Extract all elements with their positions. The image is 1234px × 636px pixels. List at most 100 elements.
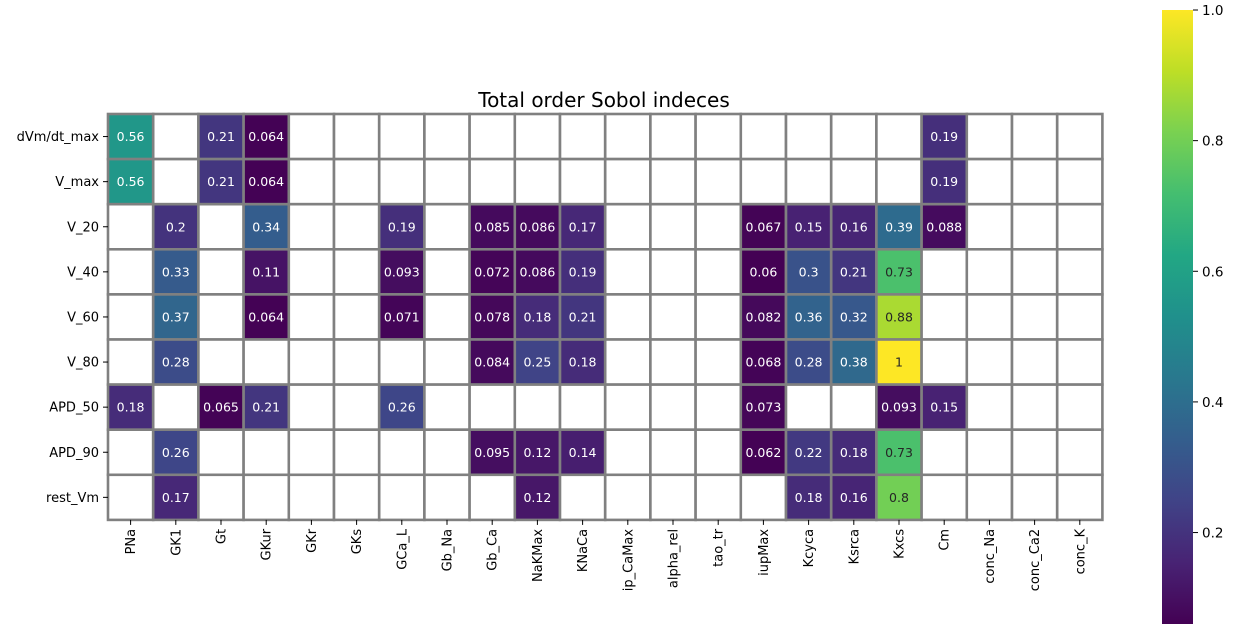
cell-value-v-60-kxcs: 0.88 xyxy=(885,309,913,324)
heatmap-cell-v-max-iupmax xyxy=(739,157,788,206)
heatmap-cell-dvm-dt-max-gca-l xyxy=(377,112,426,161)
column-label-ksrca: Ksrca xyxy=(847,529,862,564)
heatmap-cell-v-80-gkr xyxy=(287,338,336,386)
heatmap-cell-v-20-alpha-rel xyxy=(649,202,697,251)
heatmap-cell-v-20-gkur xyxy=(242,202,291,251)
heatmap-cell-apd-50-nakmax xyxy=(513,383,562,432)
cell-value-v-20-gkur: 0.34 xyxy=(252,219,280,234)
row-label-v-max: V_max xyxy=(55,175,99,190)
column-label-kcyca: Kcyca xyxy=(802,529,817,567)
cell-value-apd-50-gt: 0.065 xyxy=(203,400,239,415)
heatmap-cell-apd-50-conc-ca2 xyxy=(1010,383,1059,432)
cell-value-v-80-ksrca: 0.38 xyxy=(840,355,868,370)
heatmap-cell-v-20-ksrca xyxy=(829,202,878,251)
heatmap-cell-v-80-pna xyxy=(106,338,155,386)
row-label-rest-vm: rest_Vm xyxy=(46,491,99,506)
heatmap-cell-v-20-gb-na xyxy=(423,202,471,251)
heatmap-cell-v-max-kcyca xyxy=(784,157,833,206)
column-label-gks: GKs xyxy=(350,529,365,555)
column-label-alpha-rel: alpha_rel xyxy=(667,529,682,588)
heatmap-cell-dvm-dt-max-nakmax xyxy=(513,112,562,161)
heatmap-cell-v-40-gkr xyxy=(287,248,336,296)
heatmap-cell-dvm-dt-max-ksrca xyxy=(829,112,878,161)
cell-value-rest-vm-kxcs: 0.8 xyxy=(889,490,909,505)
heatmap-cell-v-40-gk1 xyxy=(151,248,200,296)
heatmap-cell-dvm-dt-max-conc-k xyxy=(1055,112,1104,161)
cell-value-v-80-kxcs: 1 xyxy=(895,355,903,370)
heatmap-cell-v-60-gks xyxy=(332,293,381,341)
cell-value-v-max-cm: 0.19 xyxy=(930,174,958,189)
colorbar-tick-label: 0.8 xyxy=(1202,134,1223,150)
heatmap-cell-v-20-cm xyxy=(920,202,969,251)
cell-value-v-20-kxcs: 0.39 xyxy=(885,219,913,234)
heatmap-cell-rest-vm-pna xyxy=(106,473,155,522)
heatmap-cell-apd-50-gb-ca xyxy=(468,383,517,432)
cell-value-apd-90-kxcs: 0.73 xyxy=(885,445,913,460)
heatmap-cell-rest-vm-gca-l xyxy=(377,473,426,522)
colorbar-tick-label: 0.6 xyxy=(1202,264,1223,280)
cell-value-v-max-gt: 0.21 xyxy=(207,174,235,189)
cell-value-apd-90-gk1: 0.26 xyxy=(162,445,190,460)
heatmap-cell-apd-90-gt xyxy=(197,428,245,477)
cell-value-v-80-iupmax: 0.068 xyxy=(746,355,782,370)
heatmap-cell-v-max-ksrca xyxy=(829,157,878,206)
heatmap-cell-apd-90-gkr xyxy=(287,428,336,477)
heatmap-cell-v-60-gkr xyxy=(287,293,336,341)
heatmap-cell-v-80-tao-tr xyxy=(694,338,743,386)
heatmap-cell-dvm-dt-max-conc-na xyxy=(965,112,1014,161)
heatmap-cell-v-60-gt xyxy=(197,293,245,341)
heatmap-cell-v-20-gkr xyxy=(287,202,336,251)
column-labels: PNa GK1 Gt GKur GKr GKs GCa_L Gb_Na Gb_Ca NaKMax K… xyxy=(124,519,1088,591)
heatmap-cell-v-20-conc-ca2 xyxy=(1010,202,1059,251)
cell-value-v-20-iupmax: 0.067 xyxy=(746,219,782,234)
heatmap-cell-v-80-cm xyxy=(920,338,969,386)
column-label-gt: Gt xyxy=(215,529,230,544)
cell-value-rest-vm-kcyca: 0.18 xyxy=(795,490,823,505)
chart-title: Total order Sobol indeces xyxy=(477,88,729,112)
heatmap-cell-dvm-dt-max-gkr xyxy=(287,112,336,161)
heatmap-cell-apd-50-cm xyxy=(920,383,969,432)
row-labels: dVm/dt_max V_max V_20 V_40 V_60 V_80 APD_50 APD… xyxy=(17,130,108,506)
cell-value-rest-vm-gk1: 0.17 xyxy=(162,490,190,505)
colorbar-ticks: 0.2 0.4 0.6 0.8 1.0 xyxy=(1193,3,1223,542)
cell-value-dvm-dt-max-cm: 0.19 xyxy=(930,129,958,144)
heatmap-cell-rest-vm-alpha-rel xyxy=(649,473,697,522)
cell-value-apd-50-iupmax: 0.073 xyxy=(746,400,782,415)
cell-value-apd-50-gkur: 0.21 xyxy=(252,400,280,415)
cell-value-apd-90-gb-ca: 0.095 xyxy=(474,445,510,460)
heatmap-cell-apd-50-gkur xyxy=(242,383,291,432)
heatmap-cell-dvm-dt-max-conc-ca2 xyxy=(1010,112,1059,161)
heatmap-cell-apd-50-conc-k xyxy=(1055,383,1104,432)
cell-value-v-20-kcyca: 0.15 xyxy=(795,219,823,234)
heatmap-cell-v-60-iupmax xyxy=(739,293,788,341)
heatmap-cell-v-80-conc-na xyxy=(965,338,1014,386)
heatmap-cell-v-40-conc-na xyxy=(965,248,1014,296)
heatmap-cell-v-20-ip-camax xyxy=(603,202,652,251)
cell-value-v-40-nakmax: 0.086 xyxy=(520,264,556,279)
cell-value-v-60-gk1: 0.37 xyxy=(162,309,190,324)
heatmap-cell-dvm-dt-max-gk1 xyxy=(151,112,200,161)
column-label-gb-na: Gb_Na xyxy=(441,529,456,572)
heatmap-cell-apd-90-tao-tr xyxy=(694,428,743,477)
heatmap-cell-v-40-gb-na xyxy=(423,248,471,296)
cell-value-v-20-ksrca: 0.16 xyxy=(840,219,868,234)
row-label-v-80: V_80 xyxy=(67,356,99,371)
heatmap-cell-apd-50-gks xyxy=(332,383,381,432)
heatmap-cell-v-max-tao-tr xyxy=(694,157,743,206)
heatmap-cell-rest-vm-conc-na xyxy=(965,473,1014,522)
heatmap-cell-v-80-gkur xyxy=(242,338,291,386)
heatmap-cell-v-20-gt xyxy=(197,202,245,251)
heatmap-cell-dvm-dt-max-gks xyxy=(332,112,381,161)
column-label-kxcs: Kxcs xyxy=(893,529,908,559)
heatmap-cell-apd-50-gb-na xyxy=(423,383,471,432)
heatmap-cell-v-80-gca-l xyxy=(377,338,426,386)
column-label-tao-tr: tao_tr xyxy=(712,528,727,567)
heatmap-cell-apd-50-ksrca xyxy=(829,383,878,432)
heatmap-cell-apd-90-conc-na xyxy=(965,428,1014,477)
heatmap-cell-v-20-conc-k xyxy=(1055,202,1104,251)
heatmap-cell-v-80-gks xyxy=(332,338,381,386)
column-label-conc-na: conc_Na xyxy=(983,529,998,584)
heatmap-cell-rest-vm-conc-ca2 xyxy=(1010,473,1059,522)
heatmap-cell-v-max-gca-l xyxy=(377,157,426,206)
heatmap-cell-v-60-gkur xyxy=(242,293,291,341)
